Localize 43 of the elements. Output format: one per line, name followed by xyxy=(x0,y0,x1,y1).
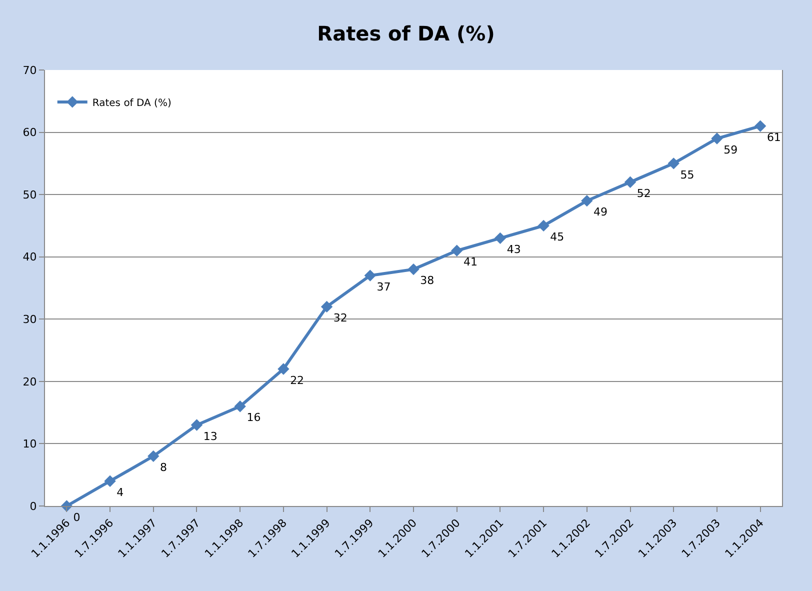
data-label: 55 xyxy=(680,168,694,182)
y-tick-label: 70 xyxy=(22,64,37,77)
point xyxy=(581,194,593,207)
y-tick-label: 40 xyxy=(22,250,37,264)
legend-label: Rates of DA (%) xyxy=(92,98,172,109)
point xyxy=(364,270,376,282)
data-label: 61 xyxy=(766,130,781,144)
y-tick-label: 30 xyxy=(22,312,37,326)
data-label: 16 xyxy=(246,411,261,424)
y-tick-label: 50 xyxy=(22,188,37,202)
point xyxy=(538,220,550,232)
data-label: 52 xyxy=(636,186,651,200)
y-tick-label: 20 xyxy=(22,375,37,388)
point xyxy=(624,176,636,188)
point xyxy=(754,120,766,132)
point xyxy=(190,419,203,431)
data-label: 38 xyxy=(420,274,434,288)
data-label: 13 xyxy=(203,430,218,443)
point xyxy=(320,300,333,313)
point xyxy=(408,263,420,276)
y-tick-label: 60 xyxy=(22,126,37,140)
data-label: 45 xyxy=(550,230,564,244)
point xyxy=(451,244,463,256)
data-label: 41 xyxy=(463,256,478,269)
data-label: 49 xyxy=(594,206,608,219)
chart-title: Rates of DA (%) xyxy=(317,22,495,46)
point xyxy=(104,475,116,487)
data-label: 8 xyxy=(160,461,168,474)
y-tick-label: 10 xyxy=(22,438,37,451)
data-label: 43 xyxy=(506,243,521,256)
data-label: 59 xyxy=(724,143,738,156)
point xyxy=(668,158,680,170)
point xyxy=(234,400,246,412)
data-label: 0 xyxy=(73,510,80,524)
data-label: 37 xyxy=(376,280,391,294)
data-label: 4 xyxy=(116,486,124,499)
point xyxy=(711,132,723,144)
point xyxy=(148,450,160,462)
y-tick-label: 0 xyxy=(30,500,37,513)
data-label: 22 xyxy=(290,374,304,387)
point xyxy=(494,232,506,244)
data-label: 32 xyxy=(333,312,348,325)
point xyxy=(278,363,290,375)
